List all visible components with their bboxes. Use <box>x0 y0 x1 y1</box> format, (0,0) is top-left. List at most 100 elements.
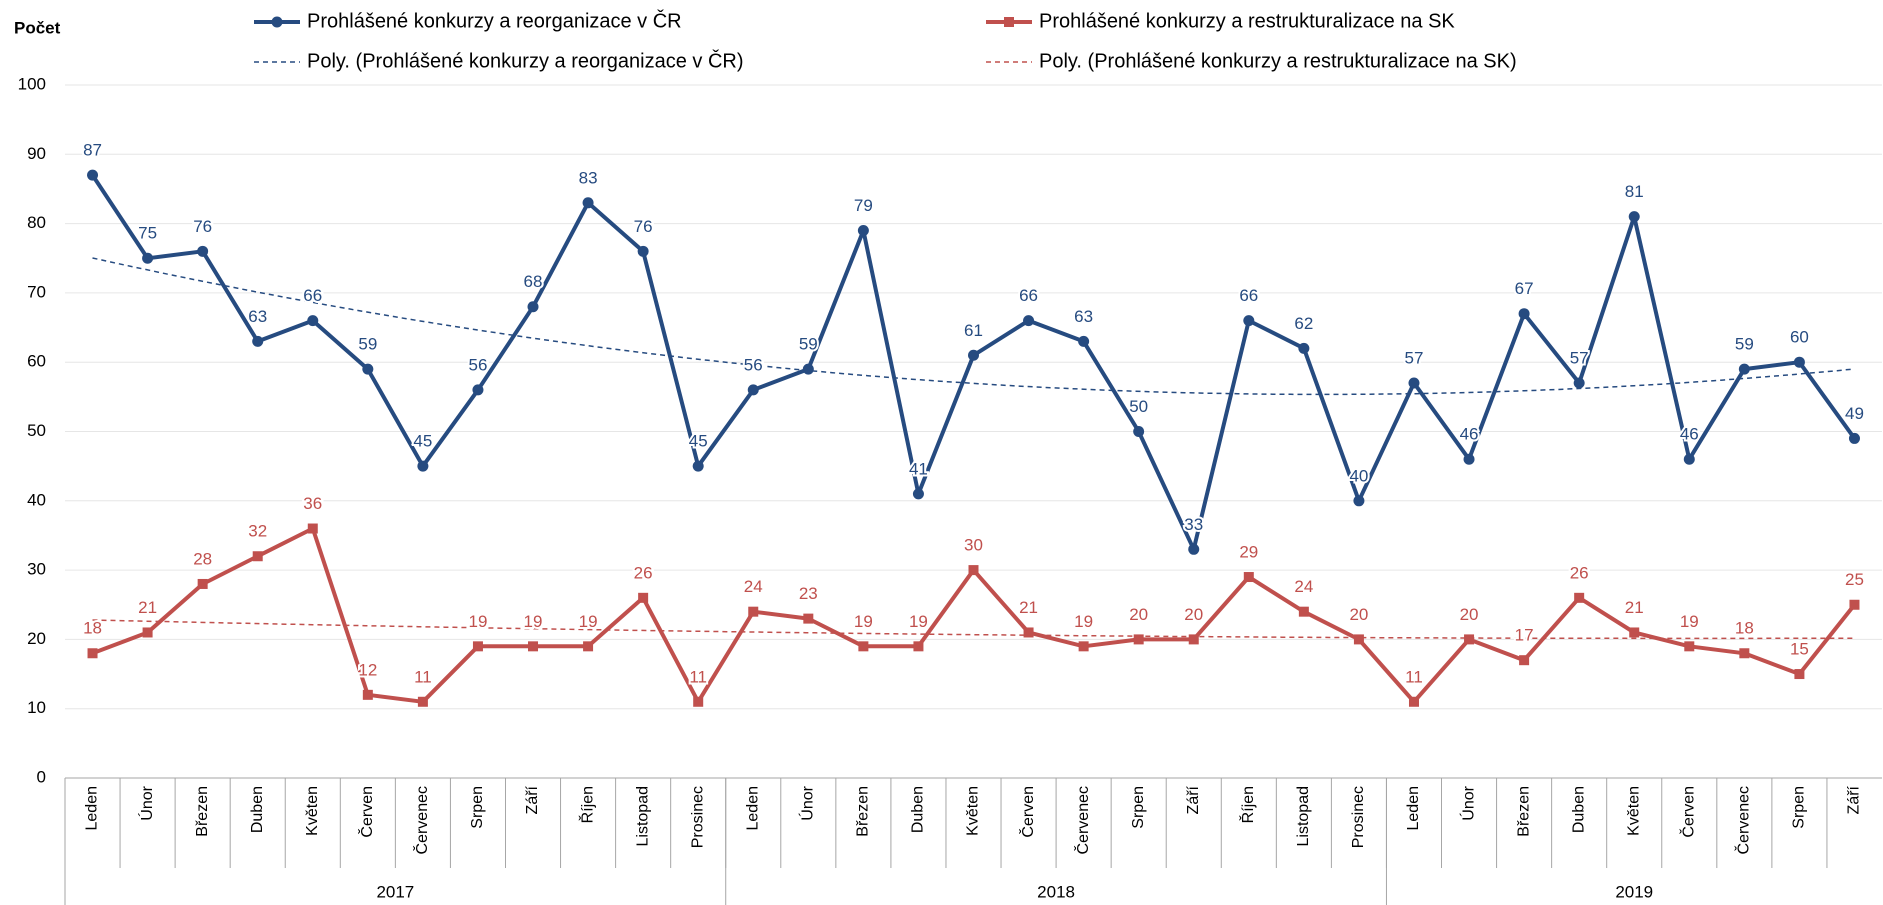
marker <box>1519 655 1530 666</box>
marker <box>693 696 704 707</box>
x-tick-label: Leden <box>1405 786 1422 831</box>
y-tick-label: 0 <box>37 767 46 786</box>
x-tick-label: Březen <box>1515 786 1532 837</box>
data-label: 24 <box>744 577 763 596</box>
x-tick-label: Červenec <box>412 786 431 854</box>
marker <box>692 460 704 472</box>
marker <box>748 606 759 617</box>
marker <box>1133 426 1145 437</box>
data-label: 28 <box>193 549 212 568</box>
legend-trend-label: Poly. (Prohlášené konkurzy a reorganizac… <box>307 49 743 72</box>
marker <box>307 523 318 534</box>
data-label: 19 <box>909 612 928 631</box>
data-label: 83 <box>579 168 598 187</box>
data-label: 18 <box>1735 619 1754 638</box>
data-label: 20 <box>1349 605 1368 624</box>
marker <box>87 648 98 659</box>
marker <box>197 578 208 589</box>
marker <box>637 245 649 257</box>
marker <box>583 641 594 652</box>
legend-label: Prohlášené konkurzy a restrukturalizace … <box>1039 10 1455 32</box>
data-label: 76 <box>634 217 653 236</box>
marker <box>1298 606 1309 617</box>
marker <box>1573 377 1585 389</box>
data-label: 36 <box>303 494 322 513</box>
x-tick-label: Duben <box>910 786 927 833</box>
y-axis-label: Počet <box>14 18 61 37</box>
y-tick-label: 70 <box>27 282 46 301</box>
x-tick-label: Červenec <box>1734 786 1753 854</box>
marker <box>1408 377 1420 389</box>
x-tick-label: Červen <box>357 786 376 838</box>
marker <box>1793 356 1805 368</box>
y-tick-label: 50 <box>27 421 46 440</box>
data-label: 59 <box>358 335 377 354</box>
y-tick-label: 40 <box>27 490 46 509</box>
x-tick-label: Červen <box>1679 786 1698 838</box>
marker <box>417 460 429 472</box>
marker <box>638 592 649 603</box>
data-label: 21 <box>1625 598 1644 617</box>
data-label: 81 <box>1625 182 1644 201</box>
marker <box>1078 335 1090 347</box>
legend-trend-label: Poly. (Prohlášené konkurzy a restruktura… <box>1039 50 1517 72</box>
data-label: 25 <box>1845 570 1864 589</box>
x-tick-label: Červenec <box>1073 786 1092 854</box>
data-label: 79 <box>854 196 873 215</box>
data-label: 11 <box>1405 667 1423 686</box>
marker <box>1463 453 1475 465</box>
data-label: 19 <box>854 612 873 631</box>
x-tick-label: Únor <box>1458 785 1477 820</box>
marker <box>252 335 264 347</box>
data-label: 19 <box>1074 612 1093 631</box>
marker <box>1849 599 1860 610</box>
data-label: 66 <box>1019 286 1038 305</box>
marker <box>968 349 979 361</box>
marker <box>307 315 319 327</box>
data-label: 17 <box>1515 626 1534 645</box>
data-label: 41 <box>909 459 928 478</box>
data-label: 63 <box>248 307 267 326</box>
data-label: 33 <box>1184 515 1203 534</box>
data-label: 20 <box>1129 605 1148 624</box>
marker <box>802 363 814 375</box>
data-label: 12 <box>358 660 377 679</box>
data-label: 59 <box>799 335 818 354</box>
x-tick-label: Listopad <box>634 786 651 847</box>
x-tick-label: Duben <box>1570 786 1587 833</box>
marker <box>362 689 373 700</box>
marker <box>747 384 759 396</box>
x-tick-label: Duben <box>249 786 266 833</box>
data-label: 59 <box>1735 335 1754 354</box>
marker <box>1243 315 1255 327</box>
data-label: 66 <box>303 286 322 305</box>
x-tick-label: Srpen <box>1130 786 1147 829</box>
data-label: 21 <box>138 598 157 617</box>
y-tick-label: 30 <box>27 560 46 579</box>
marker <box>472 384 484 396</box>
x-tick-label: Září <box>1846 785 1863 814</box>
marker <box>527 301 539 313</box>
x-tick-label: Květen <box>304 786 321 836</box>
marker <box>968 565 979 576</box>
marker <box>1408 696 1419 707</box>
x-tick-label: Září <box>524 785 541 814</box>
year-label: 2018 <box>1037 882 1075 901</box>
trend-line <box>92 619 1855 640</box>
marker <box>1574 592 1585 603</box>
data-label: 87 <box>83 141 102 160</box>
marker <box>803 613 814 624</box>
data-label: 29 <box>1239 543 1258 562</box>
x-tick-label: Listopad <box>1295 786 1312 847</box>
data-label: 50 <box>1129 397 1148 416</box>
x-tick-label: Říjen <box>1238 786 1257 823</box>
marker <box>1684 641 1695 652</box>
x-tick-label: Srpen <box>1791 786 1808 829</box>
x-tick-label: Prosinec <box>689 786 706 848</box>
marker <box>362 363 374 375</box>
legend-label: Prohlášené konkurzy a reorganizace v ČR <box>307 9 682 32</box>
x-tick-label: Březen <box>855 786 872 837</box>
data-label: 63 <box>1074 307 1093 326</box>
marker <box>858 641 869 652</box>
x-tick-label: Srpen <box>469 786 486 829</box>
